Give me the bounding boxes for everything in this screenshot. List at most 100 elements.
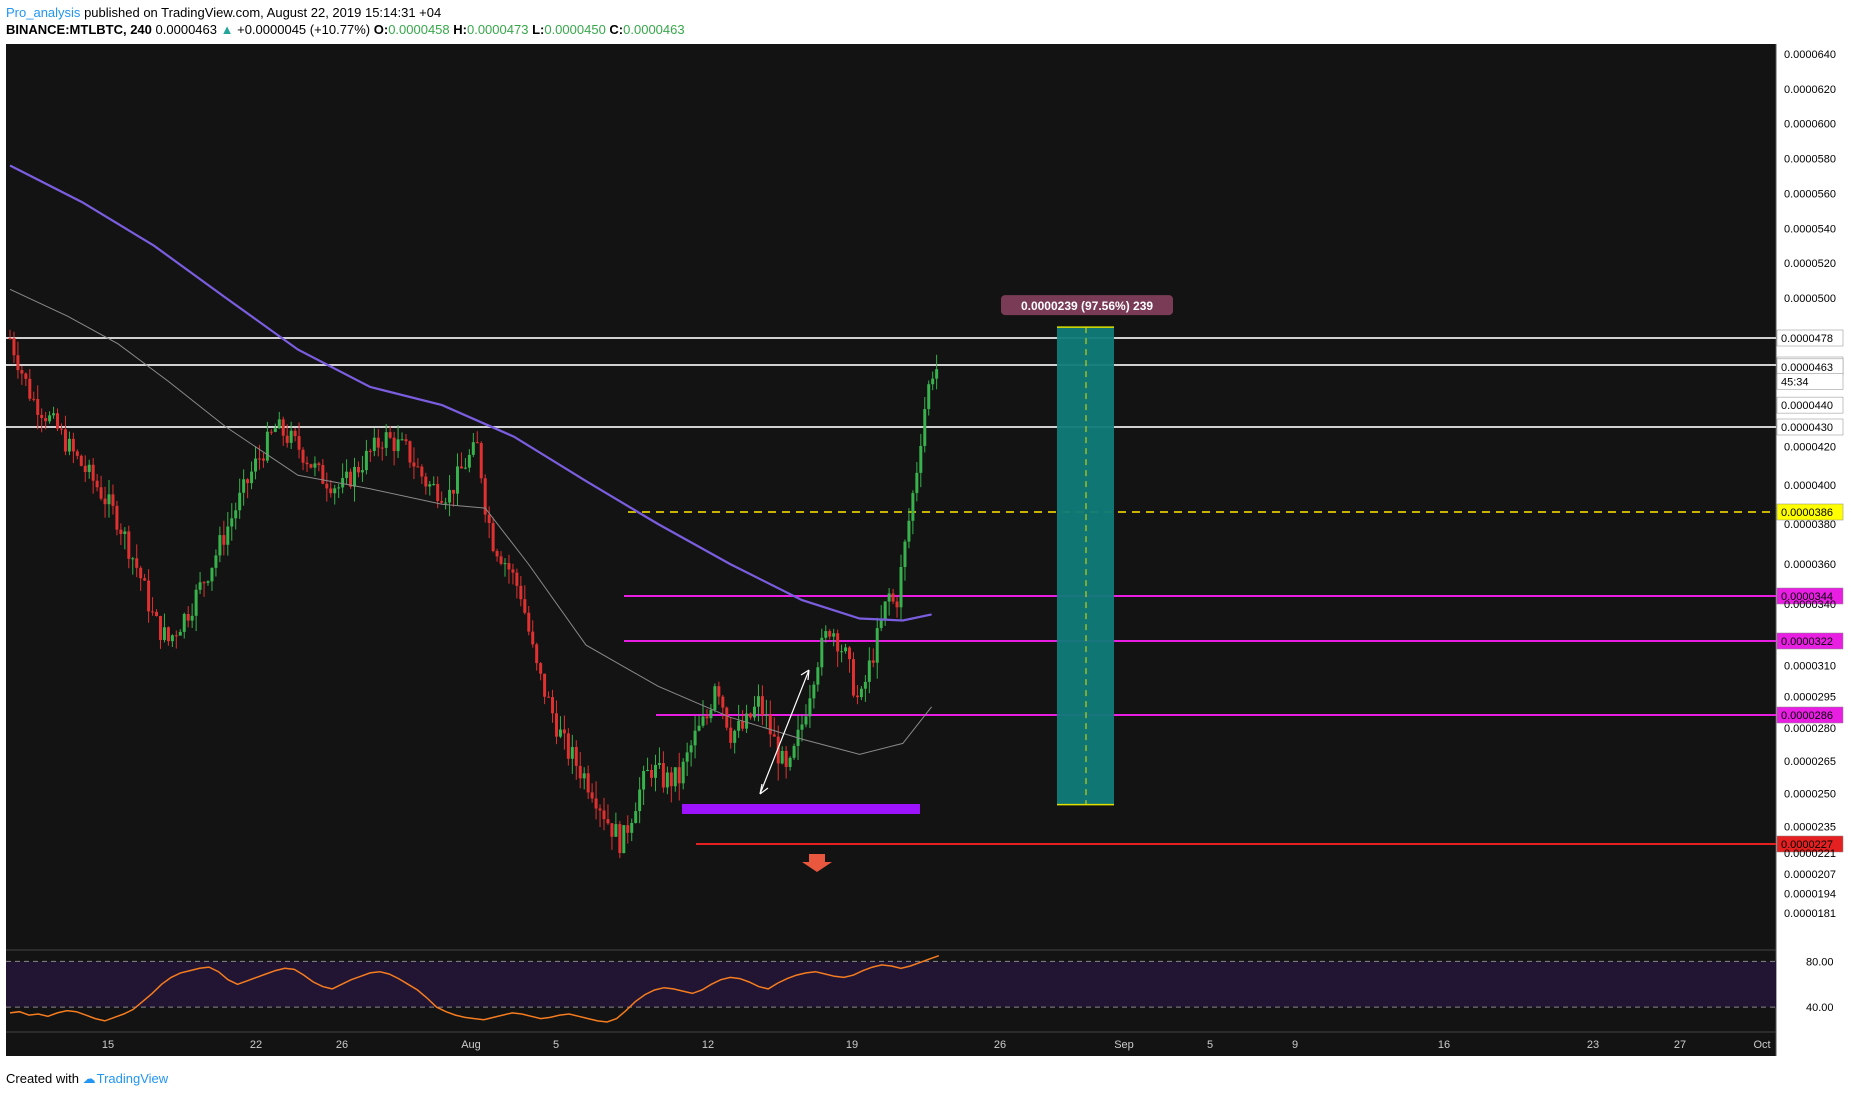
candle-body [784,750,788,767]
candle-body [752,706,756,718]
price-tag-label: 0.0000463 [1781,362,1833,374]
candle-body [210,567,214,582]
last-price: 0.0000463 [155,22,217,37]
candle-body [725,707,729,728]
candle-body [915,472,919,494]
level-price-badge [1776,587,1844,605]
candle-body [578,765,582,779]
rsi-line [9,954,940,1023]
candle-body [269,431,273,433]
candle-body [749,713,753,718]
candle-body [83,465,87,473]
candle-body [254,458,258,472]
y-tick-label: 0.0000380 [1784,519,1836,531]
candle-body [174,635,178,637]
candle-body [935,369,939,379]
candle-body [479,443,483,479]
candle-body [551,697,555,714]
candle-body [634,811,638,824]
candle-body [99,487,103,499]
y-tick-label: 0.0000600 [1784,119,1836,131]
ohlc-line: BINANCE:MTLBTC, 240 0.0000463 ▲ +0.00000… [6,21,685,38]
tradingview-logo-icon[interactable]: ☁ [82,1071,96,1086]
candle-body [729,727,733,743]
candle-body [610,823,614,837]
candle-body [602,810,606,820]
y-tick-label: 0.0000295 [1784,692,1836,704]
y-tick-label: 0.0000580 [1784,154,1836,166]
candle-body [836,633,840,652]
candle-body [824,631,828,638]
candle-body [495,551,499,557]
candle-body [103,498,107,505]
candle-body [107,494,111,505]
candle-body [855,695,859,698]
candle-body [927,384,931,410]
price-change: +0.0000045 (+10.77%) [237,22,371,37]
candle-body [222,535,226,545]
candle-body [705,716,709,719]
candle-body [257,458,261,460]
price-chart[interactable]: 0.00004780.00004640.00004300.00003860.00… [0,0,1851,1060]
candle-body [198,582,202,590]
author-link[interactable]: Pro_analysis [6,5,81,20]
candle-body [79,455,83,466]
y-tick-label: 0.0000194 [1784,889,1836,901]
chart-header: Pro_analysis published on TradingView.co… [6,4,685,38]
price-tag-label: 45:34 [1781,376,1809,388]
candle-body [36,399,40,415]
change-arrow-icon: ▲ [220,22,234,37]
candle-body [321,465,325,484]
candle-body [463,467,467,469]
candle-body [151,611,155,613]
candle-body [907,520,911,542]
candle-body [444,502,448,504]
candle-body [32,398,36,400]
y-tick-label: 0.0000540 [1784,223,1836,235]
y-tick-label: 0.0000400 [1784,480,1836,492]
candle-body [483,478,487,515]
y-tick-label: 0.0000221 [1784,848,1836,860]
candle-body [491,523,495,552]
y-tick-label: 0.0000620 [1784,84,1836,96]
candle-body [12,338,16,356]
candle-body [376,437,380,448]
symbol-label[interactable]: BINANCE:MTLBTC, 240 [6,22,152,37]
candle-body [863,681,867,689]
accumulation-zone-bar [682,804,920,814]
candle-body [523,599,527,613]
candle-body [685,752,689,762]
candle-body [832,633,836,637]
candle-body [531,631,535,645]
candle-body [277,419,281,429]
candle-body [416,466,420,468]
open-label: O: [373,22,389,37]
price-scale-background [1776,44,1847,1056]
candle-body [851,659,855,696]
level-price-label: 0.0000286 [1781,710,1833,722]
candle-body [800,724,804,730]
candle-body [661,763,665,788]
y-tick-label: 0.0000310 [1784,661,1836,673]
candle-body [392,437,396,452]
level-price-label: 0.0000478 [1781,333,1833,345]
level-price-label: 0.0000386 [1781,507,1833,519]
candle-body [657,763,661,765]
y-tick-label: 0.0000360 [1784,559,1836,571]
y-tick-label: 0.0000500 [1784,293,1836,305]
candle-body [622,825,626,854]
y-tick-label: 0.0000207 [1784,869,1836,881]
candle-body [681,761,685,784]
tradingview-brand-link[interactable]: TradingView [96,1071,169,1086]
candle-body [448,489,452,503]
candle-body [424,476,428,487]
candle-body [653,764,657,778]
candle-body [919,445,923,473]
candle-body [155,611,159,617]
candle-body [281,419,285,436]
measure-label-bg [1001,295,1173,316]
candle-body [293,430,297,437]
candle-body [91,464,95,481]
candle-body [162,627,166,641]
candle-body [780,750,784,764]
